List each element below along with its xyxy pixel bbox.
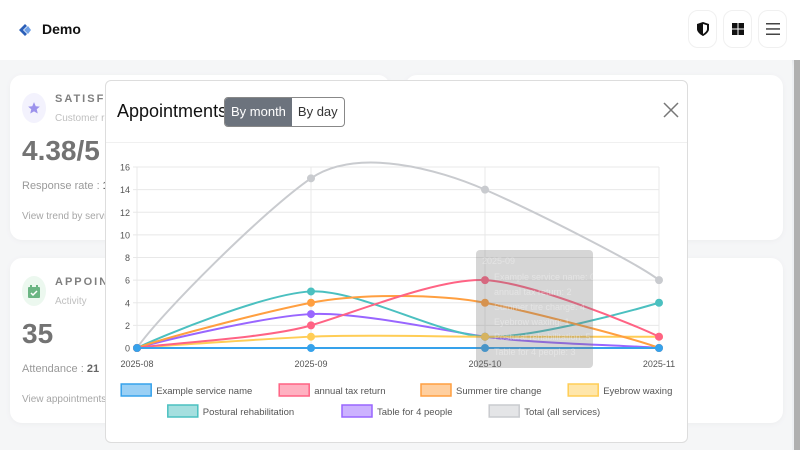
- legend-swatch: [420, 383, 452, 397]
- y-tick-label: 12: [120, 208, 130, 218]
- data-point: [481, 298, 489, 307]
- y-tick-label: 4: [125, 298, 130, 308]
- data-point: [307, 321, 315, 330]
- legend-swatch: [567, 383, 599, 397]
- y-tick-label: 8: [125, 253, 130, 263]
- divider: [106, 142, 687, 143]
- card-subtitle: Activity: [55, 296, 87, 307]
- y-tick-label: 14: [120, 185, 130, 195]
- legend-label: Postural rehabilitation: [203, 407, 294, 418]
- menu-button[interactable]: [758, 10, 787, 48]
- x-tick-label: 2025-10: [468, 359, 501, 369]
- stat-label: Attendance :: [22, 363, 87, 375]
- apps-button[interactable]: [723, 10, 752, 48]
- series-line: [136, 334, 659, 349]
- x-tick-label: 2025-11: [643, 359, 675, 369]
- tab-by-month[interactable]: By month: [225, 98, 292, 126]
- data-point: [307, 344, 315, 352]
- tooltip-line: Summer tire change: 4: [494, 302, 585, 312]
- data-point: [481, 276, 489, 285]
- card-title: APPOINT: [55, 276, 118, 288]
- stat-label: Response rate :: [22, 180, 103, 192]
- y-tick-label: 2: [125, 321, 130, 331]
- legend-swatch: [341, 404, 373, 418]
- card-subtitle: Customer re: [55, 113, 111, 124]
- legend-label: Example service name: [156, 386, 252, 397]
- stat-value: 21: [86, 363, 100, 375]
- close-icon[interactable]: [662, 101, 680, 119]
- data-point: [655, 298, 663, 307]
- series-line: [136, 161, 660, 349]
- data-point: [481, 185, 489, 194]
- shield-button[interactable]: [688, 10, 717, 48]
- tooltip-line: Table for 4 people: 3: [494, 347, 576, 357]
- top-bar: Demo: [0, 0, 800, 60]
- calendar-check-icon: [22, 276, 46, 306]
- appointments-modal: Appointments By month By day 0 2 4 6 8 10 12 14…: [105, 80, 688, 443]
- y-tick-label: 6: [125, 276, 130, 286]
- x-tick-label: 2025-09: [294, 359, 327, 369]
- legend-swatch: [278, 383, 310, 397]
- tooltip-line: Eyebrow waxing: 1: [494, 317, 570, 327]
- legend-label: Table for 4 people: [377, 407, 453, 418]
- legend-label: Eyebrow waxing: [603, 386, 672, 397]
- brand-name: Demo: [42, 21, 81, 37]
- star-icon: [22, 93, 46, 123]
- x-tick-label: 2025-08: [120, 359, 153, 369]
- tooltip-line: Example service name: 0: [494, 272, 595, 282]
- series-line: [136, 312, 660, 349]
- view-appointments-link[interactable]: View appointments: [22, 394, 107, 405]
- legend-label: Summer tire change: [456, 386, 542, 397]
- legend-swatch: [167, 404, 199, 418]
- card-value: 4.38/5: [22, 135, 100, 166]
- data-point: [307, 287, 315, 296]
- y-tick-label: 10: [120, 230, 130, 240]
- legend-swatch: [120, 383, 152, 397]
- data-point: [481, 344, 489, 352]
- series-line: [136, 279, 660, 349]
- data-point: [655, 276, 663, 285]
- data-point: [307, 310, 315, 319]
- modal-title: Appointments: [117, 101, 228, 121]
- data-point: [307, 332, 315, 341]
- tooltip-title: 2025-09: [482, 256, 515, 266]
- shield-icon: [696, 22, 709, 36]
- legend-swatch: [488, 404, 520, 418]
- view-trend-link[interactable]: View trend by servi: [22, 211, 107, 222]
- legend-label: annual tax return: [314, 386, 385, 397]
- period-toggle: By month By day: [224, 97, 345, 127]
- card-value: 35: [22, 318, 54, 349]
- data-point: [655, 332, 663, 341]
- card-stat: Attendance : 21: [22, 363, 99, 375]
- menu-icon: [765, 23, 780, 35]
- tooltip-line: Postural rehabilitation: 5: [494, 332, 591, 342]
- grid-icon: [731, 23, 744, 35]
- appointments-chart: 0 2 4 6 8 10 12 14 16 2025-08 2025-09 2025-10 2025-1…: [120, 161, 675, 418]
- tooltip-line: annual tax return: 2: [494, 287, 572, 297]
- scrollbar[interactable]: [794, 60, 800, 450]
- data-point: [133, 344, 141, 352]
- data-point: [481, 332, 489, 341]
- data-point: [307, 298, 315, 307]
- data-point: [307, 174, 315, 183]
- data-point: [655, 344, 663, 352]
- tooltip: [476, 250, 593, 368]
- series-line: [136, 290, 660, 349]
- logo-icon: [19, 24, 31, 36]
- tab-by-day[interactable]: By day: [297, 104, 338, 119]
- legend-label: Total (all services): [524, 407, 600, 418]
- y-tick-label: 16: [120, 163, 130, 173]
- y-tick-label: 0: [125, 344, 130, 354]
